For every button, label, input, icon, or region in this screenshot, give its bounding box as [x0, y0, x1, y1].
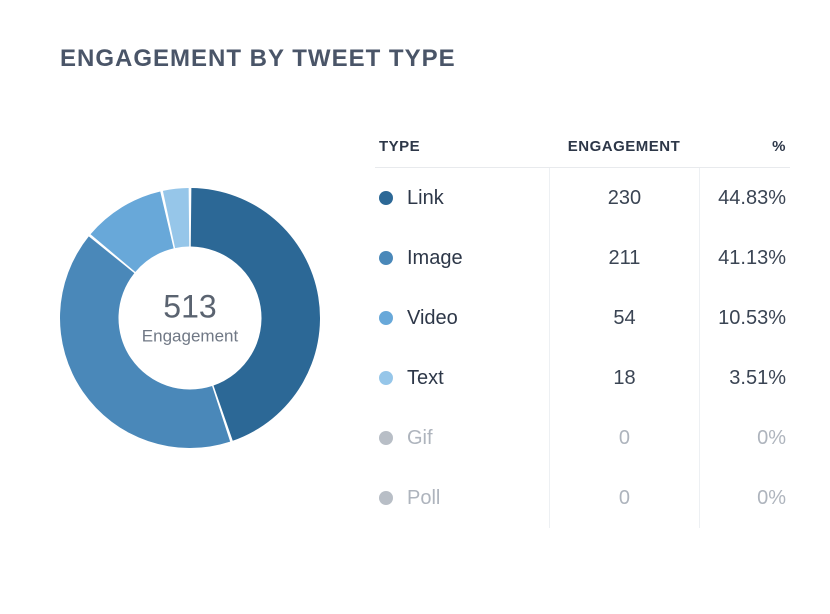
cell-type: Image: [375, 228, 549, 288]
col-header-type: TYPE: [375, 138, 549, 155]
col-header-pct: %: [699, 138, 790, 155]
table-row: Video 5410.53%: [375, 288, 790, 348]
cell-engagement: 54: [549, 288, 698, 348]
donut-chart: 513 Engagement: [60, 188, 320, 448]
cell-type-label: Image: [407, 247, 463, 270]
legend-dot-icon: [379, 431, 393, 445]
table-row: Poll 00%: [375, 468, 790, 528]
cell-type-label: Text: [407, 367, 444, 390]
table-row: Gif 00%: [375, 408, 790, 468]
table-row: Text 183.51%: [375, 348, 790, 408]
table-row: Image 21141.13%: [375, 228, 790, 288]
donut-slice: [60, 236, 230, 448]
donut-svg: [60, 188, 320, 448]
engagement-card: ENGAGEMENT BY TWEET TYPE 513 Engagement …: [0, 0, 830, 614]
cell-type-label: Video: [407, 307, 458, 330]
table-row: Link 23044.83%: [375, 168, 790, 228]
cell-engagement: 0: [549, 468, 698, 528]
cell-pct: 41.13%: [699, 228, 790, 288]
legend-dot-icon: [379, 311, 393, 325]
cell-type: Gif: [375, 408, 549, 468]
cell-engagement: 0: [549, 408, 698, 468]
card-content: 513 Engagement TYPE ENGAGEMENT % Link 230…: [60, 133, 790, 528]
legend-dot-icon: [379, 491, 393, 505]
legend-dot-icon: [379, 371, 393, 385]
cell-pct: 3.51%: [699, 348, 790, 408]
cell-pct: 44.83%: [699, 168, 790, 228]
cell-engagement: 18: [549, 348, 698, 408]
engagement-table: TYPE ENGAGEMENT % Link 23044.83% Image 2114…: [375, 138, 790, 528]
cell-type: Link: [375, 168, 549, 228]
cell-type: Text: [375, 348, 549, 408]
cell-type: Video: [375, 288, 549, 348]
cell-pct: 0%: [699, 468, 790, 528]
cell-type-label: Gif: [407, 427, 433, 450]
card-title: ENGAGEMENT BY TWEET TYPE: [60, 45, 790, 73]
cell-engagement: 211: [549, 228, 698, 288]
legend-dot-icon: [379, 191, 393, 205]
cell-type: Poll: [375, 468, 549, 528]
cell-type-label: Poll: [407, 487, 440, 510]
table-body: Link 23044.83% Image 21141.13% Video 5410.53%…: [375, 168, 790, 528]
col-header-engagement: ENGAGEMENT: [549, 138, 698, 155]
cell-pct: 10.53%: [699, 288, 790, 348]
legend-dot-icon: [379, 251, 393, 265]
cell-pct: 0%: [699, 408, 790, 468]
cell-engagement: 230: [549, 168, 698, 228]
table-header: TYPE ENGAGEMENT %: [375, 138, 790, 168]
cell-type-label: Link: [407, 187, 444, 210]
